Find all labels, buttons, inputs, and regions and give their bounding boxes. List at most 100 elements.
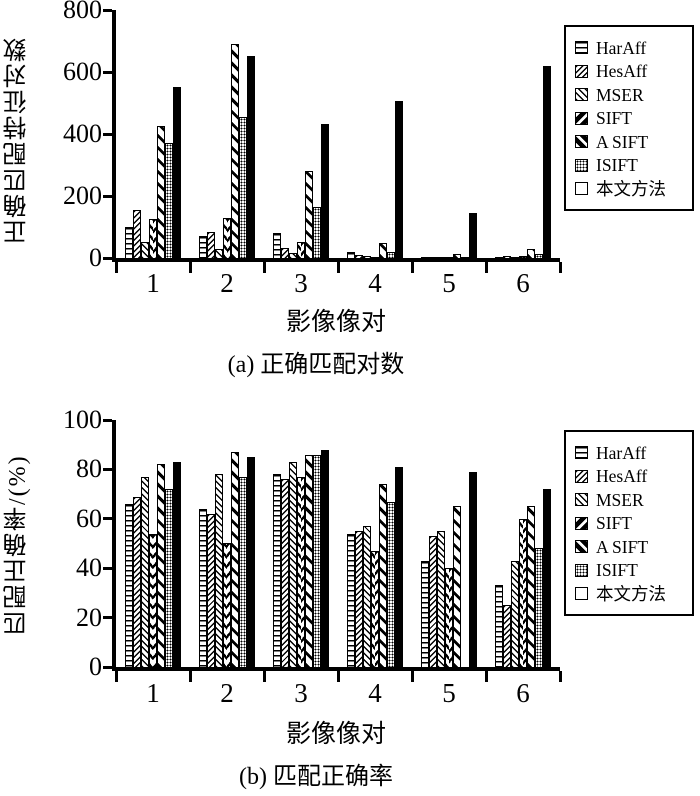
bar-isift [535, 254, 543, 258]
x-tick-label-3: 3 [294, 268, 308, 298]
bar-hesaff [429, 257, 437, 258]
y-tick-mark [103, 616, 112, 620]
x-tick-label-6: 6 [516, 678, 530, 708]
bar-sift [149, 219, 157, 258]
bar-sift [445, 568, 453, 667]
bar-hesaff [429, 536, 437, 667]
y-tick-mark [103, 566, 112, 570]
horizontal-lines-swatch-icon [575, 446, 588, 459]
subfigure-caption: (a) 正确匹配对数 [227, 352, 405, 378]
x-tick-mark [336, 671, 340, 682]
bar-group-2 [190, 10, 264, 258]
bar-sift [519, 519, 527, 667]
legend-item-mser: MSER [575, 490, 687, 510]
legend-label: SIFT [596, 108, 632, 128]
y-tick-mark [103, 194, 112, 198]
y-axis-title: 正确匹配特征对数 [5, 36, 31, 244]
bar-a-sift [305, 455, 313, 667]
legend-label: HesAff [596, 61, 648, 81]
legend-box: HarAff HesAff MSER SIFT A SIFT ISIFT 本文方法 [564, 430, 694, 616]
bar-mser [141, 242, 149, 258]
chart-panel-b: 匹配正确率/(%) 0 20 40 60 80 100 1 2 3 4 5 6 HarAff HesA… [0, 407, 700, 796]
x-tick-label-1: 1 [146, 678, 160, 708]
bar-isift [535, 548, 543, 667]
bar-a-sift [379, 484, 387, 667]
bar-haraff [421, 561, 429, 667]
bar-mser [363, 526, 371, 667]
bar-sift [445, 257, 453, 258]
bar-本文方法 [321, 124, 329, 258]
legend-item-hesaff: HesAff [575, 61, 687, 81]
bar-group-1 [116, 420, 190, 667]
bar-isift [239, 477, 247, 667]
y-tick-label: 0 [89, 243, 102, 272]
slash-swatch-icon [575, 88, 588, 101]
bar-sift [371, 551, 379, 667]
x-tick-label-6: 6 [516, 268, 530, 298]
x-tick-label-2: 2 [220, 268, 234, 298]
bar-sift [297, 477, 305, 667]
bar-mser [437, 531, 445, 667]
y-tick-mark [103, 517, 112, 521]
bar-本文方法 [395, 101, 403, 258]
x-axis-title: 影像像对 [285, 309, 386, 336]
bar-haraff [199, 509, 207, 667]
chevron-swatch-icon [575, 111, 588, 125]
x-tick-label-3: 3 [294, 678, 308, 708]
bar-a-sift [379, 243, 387, 258]
legend-label: HarAff [596, 37, 647, 58]
x-tick-mark [188, 671, 192, 682]
bar-a-sift [157, 464, 165, 667]
bar-isift [387, 502, 395, 667]
x-tick-mark [558, 671, 562, 682]
bar-hesaff [207, 232, 215, 258]
chart-panel-a: 正确匹配特征对数 0 200 400 600 800 1 2 3 4 5 6 HarAff HesA… [5, 0, 694, 378]
bar-group-2 [190, 420, 264, 667]
y-tick-label: 80 [76, 454, 102, 484]
bar-group-1 [116, 10, 190, 258]
bar-isift [461, 257, 469, 258]
bar-sift [149, 534, 157, 667]
x-tick-mark [410, 262, 414, 273]
bar-本文方法 [395, 467, 403, 667]
bar-haraff [495, 585, 503, 667]
bar-haraff [495, 257, 503, 258]
dense-backslash-swatch-icon [575, 469, 588, 483]
bar-mser [437, 257, 445, 258]
bar-hesaff [355, 531, 363, 667]
dots-swatch-icon [575, 563, 588, 577]
bar-group-6 [486, 10, 560, 258]
bar-group-5 [412, 420, 486, 667]
bar-group-6 [486, 420, 560, 667]
legend-item-mser: MSER [575, 85, 687, 105]
x-tick-mark [558, 262, 562, 273]
bar-本文方法 [543, 66, 551, 258]
bar-haraff [273, 233, 281, 258]
x-tick-label-1: 1 [146, 268, 160, 298]
legend-item-本文方法: 本文方法 [575, 584, 687, 604]
x-tick-mark [410, 671, 414, 682]
legend-item-a-sift: A SIFT [575, 537, 687, 557]
x-tick-mark [188, 262, 192, 273]
bar-a-sift [453, 506, 461, 667]
horizontal-lines-swatch-icon [575, 41, 588, 54]
y-tick-mark [103, 70, 112, 74]
y-tick-mark [103, 8, 112, 12]
bar-haraff [125, 227, 133, 258]
legend-item-isift: ISIFT [575, 155, 687, 175]
legend-item-sift: SIFT [575, 513, 687, 533]
x-tick-mark [484, 262, 488, 273]
legend-item-isift: ISIFT [575, 560, 687, 580]
y-tick-mark [103, 665, 112, 669]
x-tick-labels: 1 2 3 4 5 6 [116, 268, 560, 302]
bar-本文方法 [469, 213, 477, 258]
bar-a-sift [305, 171, 313, 258]
bar-sift [223, 543, 231, 667]
bar-hesaff [503, 605, 511, 667]
x-tick-mark [336, 262, 340, 273]
bar-a-sift [157, 126, 165, 258]
bar-本文方法 [469, 472, 477, 667]
plot-area: 0 200 400 600 800 [63, 0, 562, 273]
bar-haraff [421, 257, 429, 258]
bold-slash-swatch-icon [575, 540, 588, 553]
